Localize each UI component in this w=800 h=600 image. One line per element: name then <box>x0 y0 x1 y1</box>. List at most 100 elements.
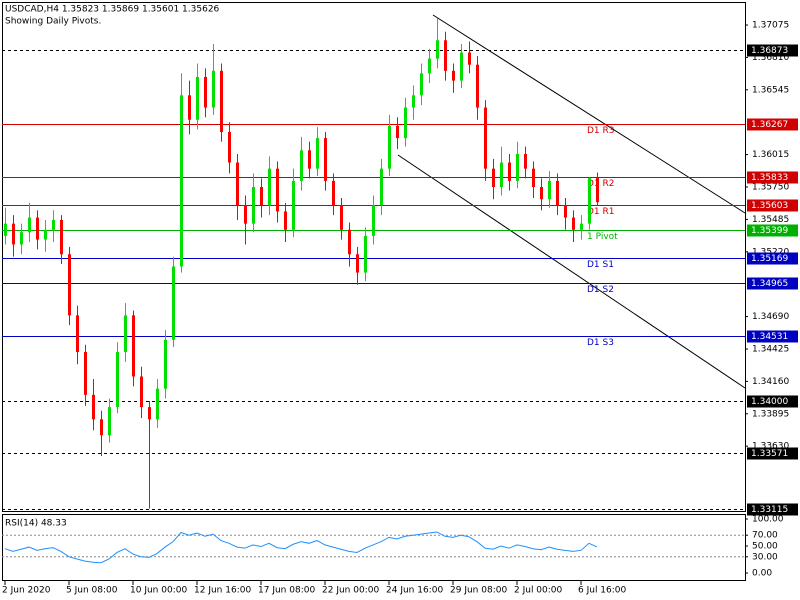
candle-body <box>556 180 559 206</box>
y-tick-label: 1.36545 <box>752 85 789 95</box>
candle-body <box>396 125 399 139</box>
candle-body <box>36 217 39 240</box>
candle-body <box>4 223 7 236</box>
candle-body <box>268 168 271 206</box>
price-box <box>747 277 798 290</box>
candle-body <box>284 211 287 230</box>
candle-body <box>76 315 79 353</box>
chart-title: USDCAD,H4 1.35823 1.35869 1.35601 1.3562… <box>5 5 220 15</box>
x-tick-label: 10 Jun 00:00 <box>130 586 187 596</box>
y-tick-label: 1.34425 <box>752 344 789 354</box>
candle-body <box>324 138 327 181</box>
candle-body <box>20 232 23 245</box>
candle-body <box>428 58 431 74</box>
y-tick-label: 1.36015 <box>752 150 789 160</box>
candle-body <box>116 352 119 408</box>
rsi-line <box>4 531 598 564</box>
candle-body <box>356 254 359 273</box>
y-tick-label: 1.35220 <box>752 247 789 257</box>
x-tick-label: 2 Jul 00:00 <box>514 586 563 596</box>
price-box <box>747 199 798 212</box>
x-tick-label: 22 Jun 00:00 <box>322 586 379 596</box>
candle-body <box>92 394 95 420</box>
y-tick-label: 1.37075 <box>752 20 789 30</box>
candle-body <box>340 205 343 230</box>
price-box <box>747 395 798 408</box>
candle-body <box>524 153 527 169</box>
candle-body <box>84 352 87 395</box>
candle-body <box>196 76 199 120</box>
candle-body <box>300 150 303 181</box>
candle-body <box>460 52 463 81</box>
candle-body <box>228 131 231 163</box>
candle-body <box>140 376 143 408</box>
y-tick-label: 1.34690 <box>752 312 789 322</box>
pivot-label: D1 S1 <box>587 260 614 270</box>
price-box <box>747 252 798 265</box>
price-box-label: 1.36873 <box>751 46 788 56</box>
candle-body <box>52 220 55 230</box>
candle-body <box>148 407 151 420</box>
candle-body <box>484 107 487 169</box>
pivot-label: D1 R1 <box>587 207 615 217</box>
candle-body <box>44 229 47 240</box>
price-box <box>747 503 798 516</box>
rsi-tick-label: 70.00 <box>752 531 778 541</box>
x-tick-label: 29 Jun 08:00 <box>450 586 507 596</box>
candle-body <box>316 138 319 169</box>
x-tick-label: 24 Jun 16:00 <box>386 586 443 596</box>
candle-body <box>212 70 215 108</box>
candle-body <box>12 223 15 245</box>
price-box <box>747 224 798 237</box>
candle-body <box>260 186 263 206</box>
candle-body <box>108 407 111 436</box>
candle-body <box>580 223 583 230</box>
candle-body <box>444 40 447 71</box>
candle-body <box>100 419 103 436</box>
candle-body <box>372 205 375 236</box>
candle-body <box>540 186 543 200</box>
main-frame <box>2 2 746 512</box>
price-box-label: 1.34531 <box>751 332 788 342</box>
y-tick-label: 1.33895 <box>752 409 789 419</box>
candle-body <box>236 162 239 206</box>
pivot-label: D1 R3 <box>587 126 615 136</box>
candle-body <box>124 315 127 353</box>
price-box <box>747 44 798 57</box>
candle-body <box>476 64 479 108</box>
candle-body <box>308 150 311 169</box>
channel-line <box>397 154 746 389</box>
y-tick-label: 1.36810 <box>752 53 789 63</box>
rsi-tick-label: 0.00 <box>752 569 772 579</box>
candle-body <box>132 315 135 377</box>
candle-body <box>60 220 63 255</box>
chart-subtitle: Showing Daily Pivots. <box>5 17 101 27</box>
candle-body <box>252 186 255 224</box>
candle-body <box>468 52 471 65</box>
candle-body <box>564 205 567 218</box>
candle-body <box>508 162 511 181</box>
pivot-label: D1 S2 <box>587 285 614 295</box>
y-tick-label: 1.35750 <box>752 182 789 192</box>
channel-line <box>432 14 746 214</box>
price-box-label: 1.33115 <box>751 505 788 515</box>
rsi-title: RSI(14) 48.33 <box>5 519 67 529</box>
candle-body <box>532 168 535 187</box>
candle-body <box>292 180 295 230</box>
x-tick-label: 5 Jun 08:00 <box>66 586 118 596</box>
candle-body <box>156 388 159 420</box>
candle-body <box>172 266 175 340</box>
candle-body <box>332 180 335 206</box>
candle-body <box>388 125 391 169</box>
y-tick-label: 1.33630 <box>752 442 789 452</box>
price-box <box>747 447 798 460</box>
candle-body <box>596 178 599 203</box>
candle-body <box>180 95 183 267</box>
candle-body <box>548 180 551 200</box>
x-tick-label: 2 Jun 2020 <box>2 586 51 596</box>
candle-body <box>220 70 223 132</box>
candle-body <box>572 217 575 230</box>
price-box-label: 1.36267 <box>751 120 788 130</box>
candle-body <box>164 339 167 389</box>
